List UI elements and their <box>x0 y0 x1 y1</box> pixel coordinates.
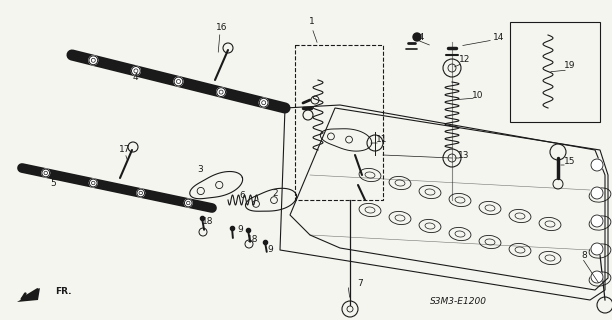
Circle shape <box>591 187 603 199</box>
Text: 18: 18 <box>247 236 259 244</box>
Text: 5: 5 <box>50 179 56 188</box>
Text: 10: 10 <box>472 91 483 100</box>
Text: 9: 9 <box>267 245 273 254</box>
Circle shape <box>174 77 183 86</box>
Circle shape <box>591 159 603 171</box>
Text: 11: 11 <box>376 135 388 145</box>
Circle shape <box>132 67 140 75</box>
Text: 15: 15 <box>564 157 576 166</box>
Text: 17: 17 <box>119 146 131 155</box>
Text: 19: 19 <box>564 60 576 69</box>
Text: 2: 2 <box>272 188 278 197</box>
Bar <box>510 22 600 122</box>
Circle shape <box>184 199 192 207</box>
Circle shape <box>591 215 603 227</box>
Text: 16: 16 <box>216 23 228 33</box>
Circle shape <box>259 98 268 107</box>
Text: 3: 3 <box>197 165 203 174</box>
Circle shape <box>137 189 144 197</box>
Text: 14: 14 <box>493 34 505 43</box>
Text: 14: 14 <box>414 34 426 43</box>
Circle shape <box>413 33 421 41</box>
Text: 18: 18 <box>202 218 214 227</box>
Text: 6: 6 <box>239 191 245 201</box>
Text: 13: 13 <box>458 150 470 159</box>
Text: 12: 12 <box>460 55 471 65</box>
Circle shape <box>591 243 603 255</box>
Bar <box>295 45 383 200</box>
Text: 9: 9 <box>237 226 243 235</box>
Polygon shape <box>17 288 40 302</box>
Text: FR.: FR. <box>55 287 72 297</box>
Circle shape <box>217 88 225 97</box>
Circle shape <box>591 271 603 283</box>
Text: 1: 1 <box>309 18 315 27</box>
Circle shape <box>42 169 50 177</box>
Circle shape <box>89 179 97 187</box>
Circle shape <box>89 56 98 65</box>
Text: S3M3-E1200: S3M3-E1200 <box>430 298 487 307</box>
Text: 4: 4 <box>132 74 138 83</box>
Text: 8: 8 <box>581 252 587 260</box>
Text: 7: 7 <box>357 278 363 287</box>
